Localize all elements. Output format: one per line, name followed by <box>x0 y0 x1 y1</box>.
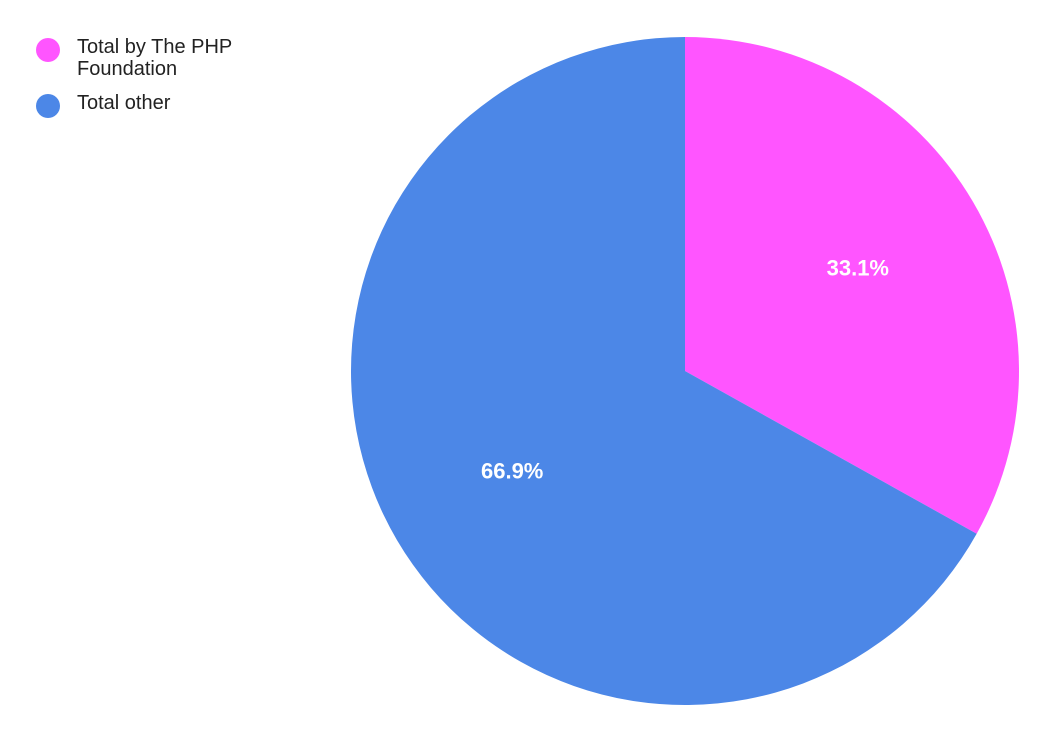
pie-slices <box>351 37 1019 705</box>
pie-label-total-other: 66.9% <box>481 458 543 483</box>
pie-label-php-foundation: 33.1% <box>827 255 889 280</box>
